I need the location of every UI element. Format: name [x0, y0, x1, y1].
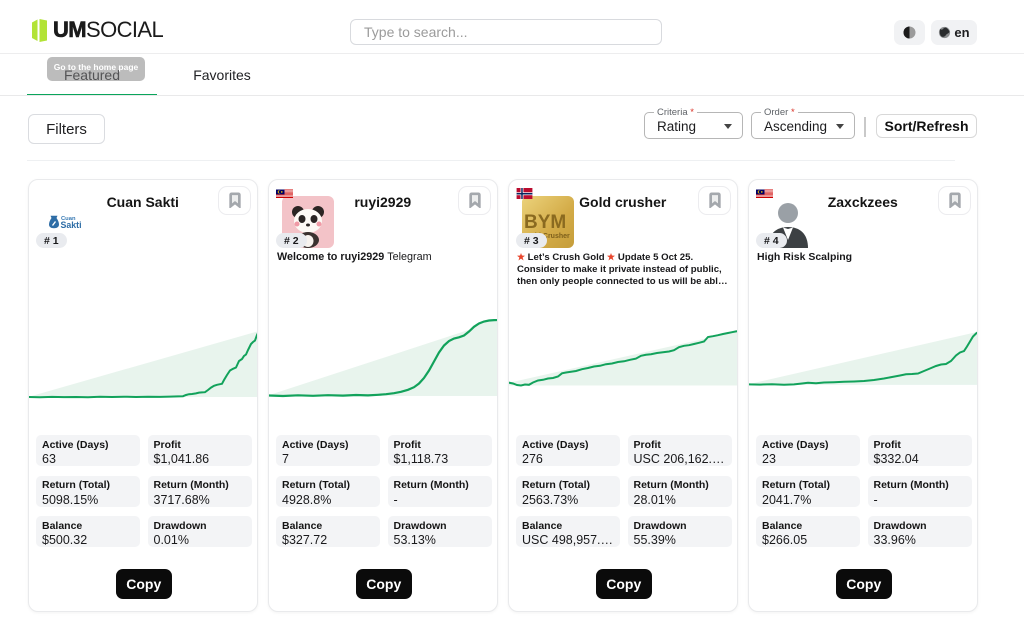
svg-text:Cuan: Cuan: [61, 216, 76, 222]
svg-text:BYM: BYM: [524, 212, 566, 233]
svg-text:Gold Crusher: Gold Crusher: [525, 233, 570, 240]
svg-text:Sakti: Sakti: [60, 220, 81, 229]
